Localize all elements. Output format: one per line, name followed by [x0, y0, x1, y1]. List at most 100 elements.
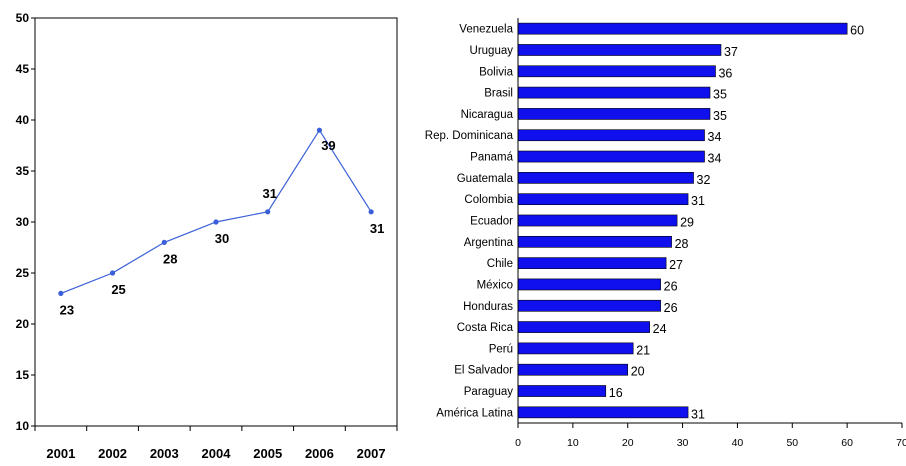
bar-category-label: Honduras	[463, 301, 513, 313]
bar	[517, 172, 694, 184]
y-tick-label: 35	[16, 164, 30, 178]
bar	[517, 22, 848, 35]
line-point	[109, 270, 116, 276]
line-point	[58, 290, 64, 296]
bar-value-label: 60	[850, 24, 864, 38]
bar-value-label: 28	[675, 237, 689, 251]
bar-category-label: Colombia	[464, 194, 513, 206]
y-tick-label: 10	[16, 419, 30, 433]
line-point	[161, 239, 167, 245]
bar	[517, 385, 607, 397]
x-tick-label: 2005	[253, 446, 282, 461]
x-tick-label: 2002	[98, 446, 127, 461]
bar	[517, 150, 705, 163]
line-points	[58, 127, 374, 296]
x-tick-label: 2004	[202, 446, 232, 461]
bar-value-label: 21	[636, 343, 650, 357]
bar-value-label: 35	[713, 88, 727, 102]
bar-category-label: América Latina	[436, 407, 513, 419]
bar-value-label: 26	[664, 279, 678, 293]
bar-category-label: Bolivia	[479, 66, 513, 78]
bar	[517, 363, 629, 376]
bar-value-label: 27	[669, 258, 683, 272]
bar	[517, 235, 672, 248]
x-tick-label: 2007	[357, 446, 386, 461]
x-tick-label: 50	[786, 437, 798, 449]
x-tick-label: 0	[515, 437, 521, 449]
bar-value-label: 34	[708, 130, 722, 144]
line-data-label: 30	[215, 231, 229, 246]
y-tick-label: 50	[16, 11, 30, 25]
bar	[517, 193, 689, 206]
x-tick-label: 2001	[46, 446, 75, 461]
y-tick-label: 40	[16, 113, 30, 127]
y-tick-label: 30	[16, 215, 30, 229]
bar-category-label: México	[477, 279, 513, 291]
y-tick-label: 25	[16, 266, 30, 280]
bar-chart: Venezuela Uruguay Bolivia Brasil Nicaragua Re…	[425, 18, 906, 449]
bar-category-label: Nicaragua	[461, 109, 514, 121]
bar	[517, 299, 661, 312]
bar-category-label: Paraguay	[464, 386, 513, 398]
x-tick-label: 30	[677, 437, 689, 449]
bar-chart-category-labels: Venezuela Uruguay Bolivia Brasil Nicaragua Re…	[425, 24, 514, 420]
line-data-label: 39	[321, 138, 335, 153]
x-tick-label: 70	[896, 437, 906, 449]
bar	[517, 321, 650, 333]
line-chart-y-axis: 10 15 20 25 30 35 40 45 50	[16, 11, 35, 433]
bar-category-label: Argentina	[464, 237, 514, 249]
bar-value-label: 37	[724, 45, 738, 59]
y-tick-label: 15	[16, 368, 30, 382]
bar	[517, 257, 667, 269]
y-tick-label: 20	[16, 317, 30, 331]
line-data-label: 31	[262, 186, 276, 201]
line-data-label: 25	[111, 282, 125, 297]
bar-value-label: 20	[631, 365, 645, 379]
bar-category-label: Perú	[489, 343, 513, 355]
bar	[517, 65, 716, 78]
bar	[517, 129, 705, 142]
bar-category-label: El Salvador	[454, 365, 513, 377]
bar-category-label: Costa Rica	[457, 322, 514, 334]
x-tick-label: 60	[841, 437, 853, 449]
bar-category-label: Rep. Dominicana	[425, 130, 514, 142]
bar-value-label: 26	[664, 301, 678, 315]
x-tick-label: 40	[732, 437, 744, 449]
bar-category-label: Chile	[487, 258, 513, 270]
bar-category-label: Ecuador	[470, 216, 513, 228]
bar-chart-bars	[517, 22, 848, 419]
line-data-label: 31	[370, 221, 384, 236]
bar-category-label: Panamá	[470, 152, 513, 164]
bar	[517, 342, 634, 355]
x-tick-label: 2006	[305, 446, 334, 461]
bar	[517, 86, 711, 99]
y-tick-label: 45	[16, 62, 30, 76]
bar-value-label: 35	[713, 109, 727, 123]
line-point	[316, 127, 323, 133]
bar-value-label: 36	[718, 66, 732, 80]
bar	[517, 406, 689, 419]
bar-value-label: 32	[697, 173, 711, 187]
bar-value-label: 31	[691, 194, 705, 208]
line-point	[368, 209, 374, 215]
bar	[517, 214, 678, 227]
bar-category-label: Venezuela	[459, 24, 513, 36]
line-chart-x-axis: 2001 2002 2003 2004 2005 2006 2007	[34, 426, 398, 461]
bar-value-label: 31	[691, 407, 705, 421]
line-data-label: 28	[163, 251, 177, 266]
bar-category-label: Brasil	[484, 88, 513, 100]
bar-value-label: 16	[609, 386, 623, 400]
bar-value-label: 29	[680, 216, 694, 230]
x-tick-label: 2003	[150, 446, 179, 461]
bar	[517, 44, 722, 56]
line-point	[213, 219, 219, 225]
line-data-labels: 23 25 28 30 31 39 31	[60, 138, 385, 317]
bar-chart-x-axis: 0 10 20 30 40 50 60 70	[515, 18, 906, 449]
bar-value-label: 24	[653, 322, 667, 336]
bar-category-label: Guatemala	[457, 173, 514, 185]
line-data-label: 23	[60, 302, 74, 317]
x-tick-label: 20	[622, 437, 634, 449]
